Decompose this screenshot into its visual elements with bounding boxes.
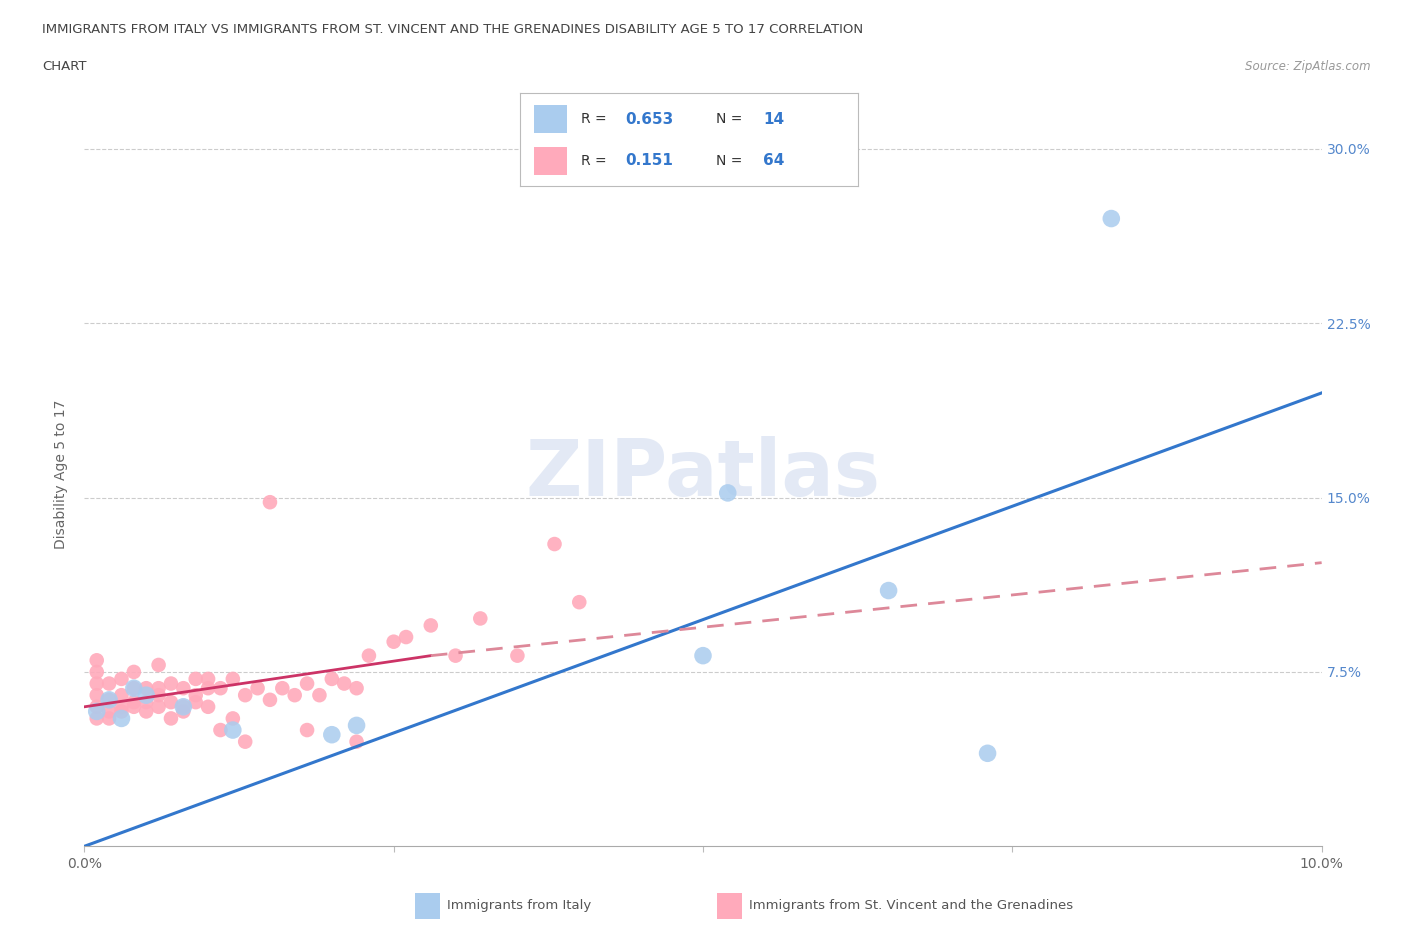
- Point: [197, 699, 219, 714]
- Point: [148, 699, 170, 714]
- Point: [209, 681, 232, 696]
- Text: 0.151: 0.151: [624, 153, 672, 168]
- Point: [160, 676, 183, 691]
- Point: [184, 695, 207, 710]
- Text: Source: ZipAtlas.com: Source: ZipAtlas.com: [1246, 60, 1371, 73]
- Point: [160, 711, 183, 726]
- Point: [122, 695, 145, 710]
- Point: [444, 648, 467, 663]
- Bar: [534, 147, 568, 175]
- Point: [172, 681, 194, 696]
- Point: [222, 671, 245, 686]
- Point: [98, 711, 121, 726]
- Point: [506, 648, 529, 663]
- Text: 0.653: 0.653: [624, 112, 673, 126]
- Point: [1099, 211, 1122, 226]
- Point: [222, 723, 245, 737]
- Text: 14: 14: [763, 112, 785, 126]
- Point: [172, 704, 194, 719]
- Point: [110, 704, 132, 719]
- Text: Immigrants from St. Vincent and the Grenadines: Immigrants from St. Vincent and the Gren…: [749, 899, 1074, 912]
- Point: [98, 676, 121, 691]
- Y-axis label: Disability Age 5 to 17: Disability Age 5 to 17: [55, 400, 69, 549]
- Text: N =: N =: [716, 112, 742, 126]
- Point: [148, 681, 170, 696]
- Point: [284, 688, 307, 703]
- Point: [110, 688, 132, 703]
- Point: [233, 688, 256, 703]
- Point: [543, 537, 565, 551]
- Point: [86, 711, 108, 726]
- Text: 64: 64: [763, 153, 785, 168]
- Text: Immigrants from Italy: Immigrants from Italy: [447, 899, 592, 912]
- Point: [98, 692, 121, 708]
- Point: [122, 665, 145, 680]
- Point: [122, 681, 145, 696]
- Point: [86, 665, 108, 680]
- Point: [308, 688, 330, 703]
- Point: [197, 681, 219, 696]
- Point: [877, 583, 900, 598]
- Point: [184, 671, 207, 686]
- Point: [148, 658, 170, 672]
- Point: [357, 648, 380, 663]
- Point: [470, 611, 492, 626]
- Point: [86, 653, 108, 668]
- Point: [172, 699, 194, 714]
- Point: [110, 699, 132, 714]
- Point: [110, 711, 132, 726]
- Point: [222, 711, 245, 726]
- Text: R =: R =: [581, 153, 606, 168]
- Point: [135, 681, 157, 696]
- Point: [395, 630, 418, 644]
- Point: [295, 676, 318, 691]
- Point: [346, 718, 368, 733]
- Point: [259, 692, 281, 708]
- Text: CHART: CHART: [42, 60, 87, 73]
- Point: [172, 699, 194, 714]
- Point: [148, 688, 170, 703]
- Point: [271, 681, 294, 696]
- Point: [98, 692, 121, 708]
- Text: ZIPatlas: ZIPatlas: [526, 436, 880, 512]
- Point: [717, 485, 740, 500]
- Text: R =: R =: [581, 112, 606, 126]
- Point: [419, 618, 441, 633]
- Point: [692, 648, 714, 663]
- Point: [135, 688, 157, 703]
- Point: [98, 704, 121, 719]
- Point: [86, 699, 108, 714]
- Point: [135, 695, 157, 710]
- Point: [333, 676, 356, 691]
- Point: [382, 634, 405, 649]
- Point: [122, 681, 145, 696]
- Point: [346, 735, 368, 750]
- Point: [568, 595, 591, 610]
- Point: [321, 671, 343, 686]
- Point: [86, 704, 108, 719]
- Point: [976, 746, 998, 761]
- Point: [246, 681, 269, 696]
- Point: [86, 688, 108, 703]
- Text: N =: N =: [716, 153, 742, 168]
- Point: [295, 723, 318, 737]
- Point: [135, 704, 157, 719]
- Point: [209, 723, 232, 737]
- Point: [346, 681, 368, 696]
- Point: [321, 727, 343, 742]
- Text: IMMIGRANTS FROM ITALY VS IMMIGRANTS FROM ST. VINCENT AND THE GRENADINES DISABILI: IMMIGRANTS FROM ITALY VS IMMIGRANTS FROM…: [42, 23, 863, 36]
- Point: [86, 676, 108, 691]
- Point: [122, 699, 145, 714]
- Point: [197, 671, 219, 686]
- Point: [259, 495, 281, 510]
- Point: [184, 688, 207, 703]
- Point: [160, 695, 183, 710]
- Point: [110, 671, 132, 686]
- Point: [233, 735, 256, 750]
- Bar: [534, 105, 568, 133]
